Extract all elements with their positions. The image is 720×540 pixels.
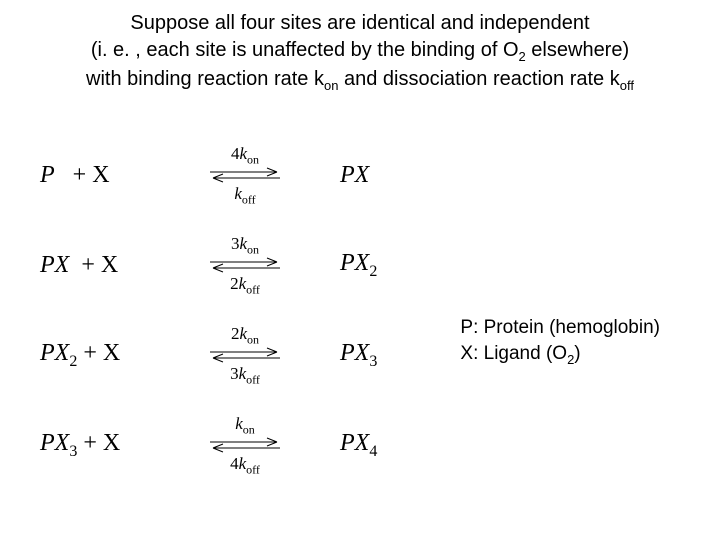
reverse-rate: 3koff — [230, 365, 260, 385]
product: PX2 — [300, 250, 400, 281]
header-block: Suppose all four sites are identical and… — [0, 0, 720, 94]
reverse-rate: koff — [234, 185, 255, 205]
legend-p: P: Protein (hemoglobin) — [460, 315, 660, 341]
reaction-row: P + X 4kon koff PX — [40, 130, 400, 220]
header-line-3b: and dissociation reaction rate k — [338, 68, 619, 90]
header-line-2b: elsewhere) — [526, 39, 629, 61]
legend-x: X: Ligand (O2) — [460, 341, 660, 368]
product: PX — [300, 162, 400, 189]
equilibrium-arrows: kon 4koff — [190, 415, 300, 476]
forward-rate: kon — [235, 415, 255, 435]
reactant: PX3 + X — [40, 430, 190, 461]
reactant: PX + X — [40, 252, 190, 279]
reaction-row: PX2 + X 2kon 3koff PX3 — [40, 310, 400, 400]
product: PX3 — [300, 340, 400, 371]
reactant: P + X — [40, 162, 190, 189]
legend-x-a: X: Ligand (O — [460, 343, 567, 364]
forward-rate: 3kon — [231, 235, 259, 255]
header-line-1: Suppose all four sites are identical and… — [0, 10, 720, 37]
reverse-rate: 2koff — [230, 275, 260, 295]
equilibrium-arrows: 4kon koff — [190, 145, 300, 206]
arrow-icon — [205, 345, 285, 365]
header-line-2a: (i. e. , each site is unaffected by the … — [91, 39, 519, 61]
reactions-block: P + X 4kon koff PX PX + X 3kon 2koff PX2 PX2 + X… — [40, 130, 400, 490]
arrow-icon — [205, 255, 285, 275]
equilibrium-arrows: 3kon 2koff — [190, 235, 300, 296]
arrow-icon — [205, 435, 285, 455]
header-line-1-text: Suppose all four sites are identical and… — [130, 12, 589, 34]
header-line-3: with binding reaction rate kon and disso… — [0, 66, 720, 95]
product: PX4 — [300, 430, 400, 461]
arrow-icon — [205, 165, 285, 185]
header-line-3-sub2: off — [620, 78, 634, 93]
forward-rate: 2kon — [231, 325, 259, 345]
header-line-2-sub: 2 — [519, 49, 526, 64]
reverse-rate: 4koff — [230, 455, 260, 475]
reaction-row: PX3 + X kon 4koff PX4 — [40, 400, 400, 490]
legend-block: P: Protein (hemoglobin) X: Ligand (O2) — [460, 315, 660, 368]
reaction-row: PX + X 3kon 2koff PX2 — [40, 220, 400, 310]
header-line-2: (i. e. , each site is unaffected by the … — [0, 37, 720, 66]
header-line-3a: with binding reaction rate k — [86, 68, 324, 90]
legend-x-b: ) — [574, 343, 580, 364]
equilibrium-arrows: 2kon 3koff — [190, 325, 300, 386]
reactant: PX2 + X — [40, 340, 190, 371]
header-line-3-sub1: on — [324, 78, 338, 93]
forward-rate: 4kon — [231, 145, 259, 165]
